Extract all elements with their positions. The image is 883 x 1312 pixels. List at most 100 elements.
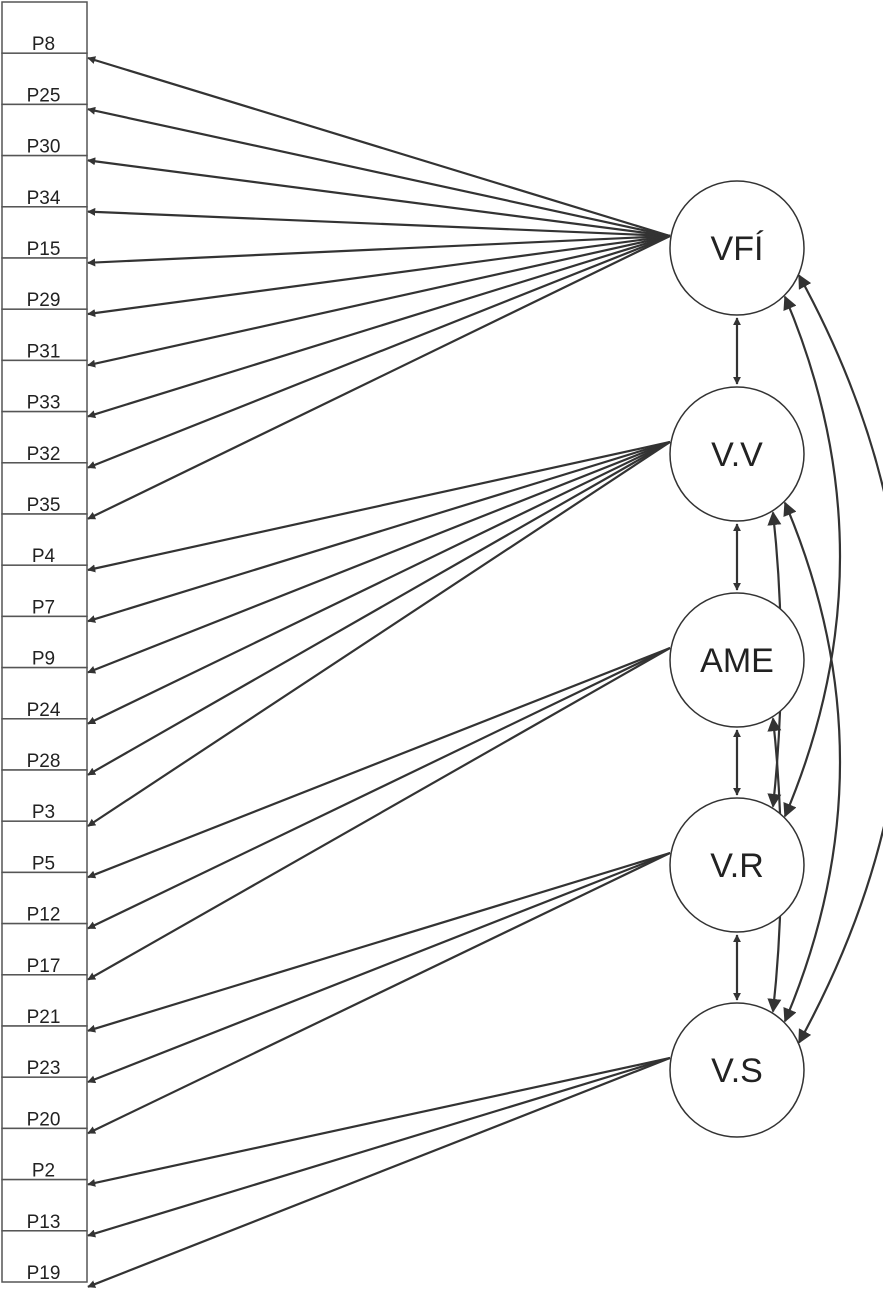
loading-arrow-vfi-p32 <box>87 234 671 469</box>
item-box-p12: P12 <box>1 871 88 926</box>
item-rect <box>1 103 88 157</box>
item-label: P4 <box>32 546 56 567</box>
item-label: P21 <box>27 1007 61 1028</box>
factor-label: V.V <box>711 436 763 474</box>
loading-arrow-vfi-p8 <box>87 56 671 238</box>
item-box-p30: P30 <box>1 103 88 158</box>
loading-arrow-ame-p5 <box>87 646 671 879</box>
factor-circle <box>669 797 805 933</box>
loading-arrow-vs-p13 <box>87 1056 671 1238</box>
loading-arrow-vs-p2 <box>87 1056 671 1187</box>
item-box-p35: P35 <box>1 462 88 516</box>
covariances-layer <box>733 274 883 1044</box>
factor-vr: V.R <box>669 797 805 933</box>
covariance-arrow-vfi-v-r <box>783 295 842 818</box>
item-label: P2 <box>32 1161 55 1182</box>
item-box-p20: P20 <box>1 1076 88 1130</box>
item-label: P3 <box>32 802 55 823</box>
item-rect <box>1 820 88 874</box>
item-label: P29 <box>27 290 61 311</box>
item-rect <box>1 410 88 464</box>
item-label: P5 <box>32 853 55 874</box>
item-label: P20 <box>27 1109 61 1130</box>
item-rect <box>1 257 88 310</box>
loading-arrow-vs-p19 <box>87 1056 671 1288</box>
factor-label: V.S <box>711 1052 763 1090</box>
loading-arrow-vfi-p29 <box>87 234 671 318</box>
item-rect <box>1 462 88 515</box>
factor-label: V.R <box>710 847 764 885</box>
item-label: P25 <box>27 85 61 106</box>
loading-arrow-vfi-p34 <box>87 207 671 238</box>
item-rect <box>1 615 88 669</box>
item-label: P34 <box>27 188 61 209</box>
factor-vv: V.V <box>669 386 805 522</box>
loading-arrow-vv-p7 <box>87 440 671 623</box>
item-box-p5: P5 <box>1 820 88 874</box>
item-rect <box>1 359 88 413</box>
loading-arrow-vv-p4 <box>87 440 671 573</box>
item-box-p3: P3 <box>1 769 88 823</box>
item-label: P12 <box>27 905 61 926</box>
loading-arrow-ame-p17 <box>87 647 671 981</box>
item-box-p7: P7 <box>1 564 88 618</box>
item-label: P28 <box>27 751 61 772</box>
factor-vfi: VFÍ <box>669 180 805 316</box>
item-rect <box>1 308 88 362</box>
item-label: P7 <box>32 597 55 618</box>
items-layer: P8 P25 P30 P34 P15 P29 P31 P33 P32 P35 P4 P7 P9 P24 P2… <box>1 1 88 1284</box>
item-rect <box>1 1 88 54</box>
covariance-arrow-v-v-v-s <box>783 501 842 1023</box>
item-rect <box>1 1230 88 1283</box>
item-rect <box>1 871 88 925</box>
factor-vs: V.S <box>669 1002 805 1138</box>
loading-arrow-vfi-p25 <box>87 106 671 238</box>
item-rect <box>1 1076 88 1130</box>
loading-arrow-vv-p9 <box>87 440 671 674</box>
factor-label: VFÍ <box>711 230 764 268</box>
item-box-p9: P9 <box>1 615 88 670</box>
item-label: P23 <box>27 1058 61 1079</box>
item-label: P35 <box>27 495 61 516</box>
item-rect <box>1 513 88 566</box>
item-label: P9 <box>32 649 55 670</box>
loading-arrow-vr-p21 <box>87 851 671 1033</box>
item-label: P8 <box>32 34 55 55</box>
item-box-p2: P2 <box>1 1127 88 1182</box>
item-rect <box>1 564 88 618</box>
item-rect <box>1 922 88 976</box>
item-box-p17: P17 <box>1 922 88 977</box>
item-label: P24 <box>27 700 61 721</box>
loading-arrow-vv-p3 <box>87 441 671 827</box>
factors-layer: VFÍ V.V AME V.R V.S <box>669 180 805 1138</box>
item-box-p28: P28 <box>1 718 88 772</box>
item-rect <box>1 52 88 106</box>
factor-label: AME <box>700 642 774 680</box>
item-rect <box>1 154 88 208</box>
loading-arrow-vfi-p30 <box>87 157 671 238</box>
item-rect <box>1 666 88 720</box>
loading-arrow-vfi-p33 <box>87 234 671 419</box>
loading-arrow-vfi-p35 <box>87 235 671 520</box>
loading-arrow-vv-p28 <box>87 441 671 776</box>
factor-circle <box>669 386 805 522</box>
loadings-layer <box>87 56 671 1288</box>
item-box-p23: P23 <box>1 1025 88 1079</box>
item-rect <box>1 974 88 1027</box>
factor-circle <box>669 180 805 316</box>
loading-arrow-vr-p23 <box>87 851 671 1084</box>
item-box-p25: P25 <box>1 52 88 106</box>
item-box-p8: P8 <box>1 1 88 55</box>
item-box-p29: P29 <box>1 257 88 311</box>
item-box-p15: P15 <box>1 206 88 260</box>
item-rect <box>1 718 88 771</box>
item-label: P32 <box>27 444 61 465</box>
item-box-p32: P32 <box>1 410 88 465</box>
loading-arrow-ame-p12 <box>87 647 671 930</box>
item-box-p34: P34 <box>1 154 88 209</box>
covariance-arrow-vfi-v-s <box>798 274 883 1044</box>
item-box-p19: P19 <box>1 1230 88 1284</box>
factor-circle <box>669 1002 805 1138</box>
item-box-p24: P24 <box>1 666 88 721</box>
